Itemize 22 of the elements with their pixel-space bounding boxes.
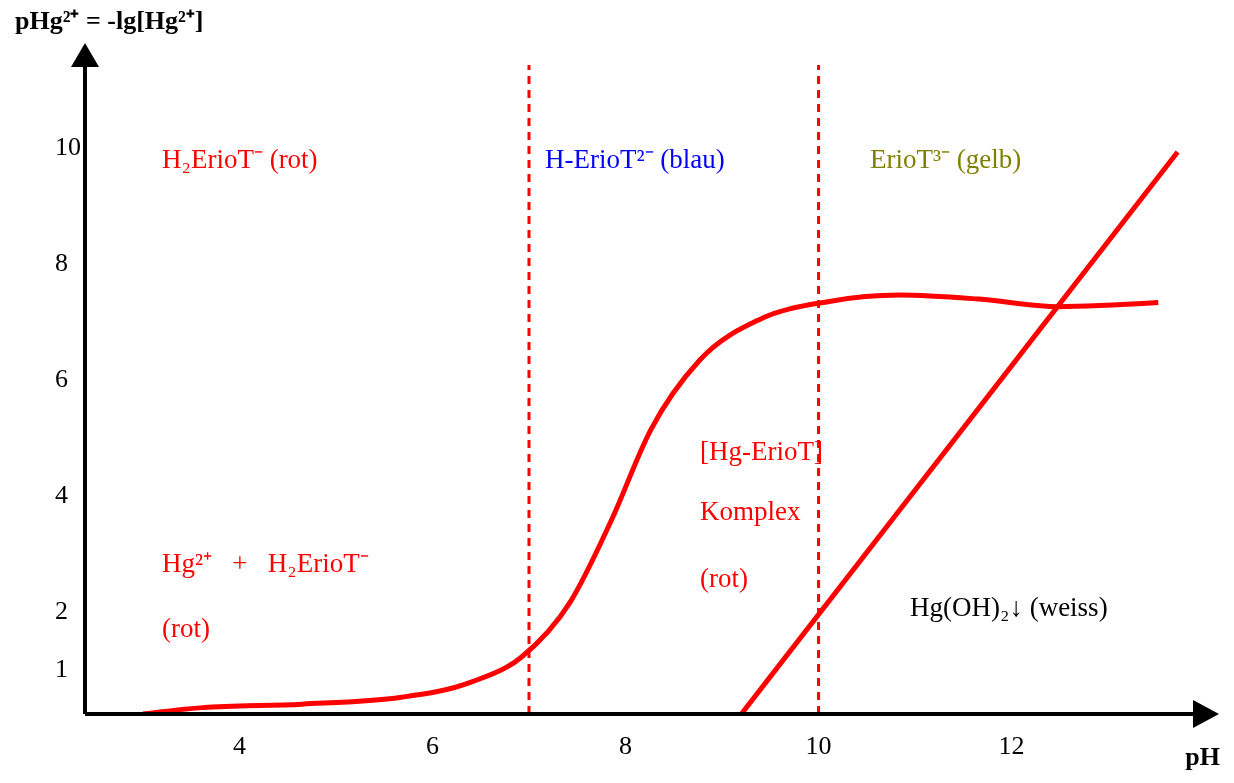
x-tick-label: 6 <box>425 731 439 761</box>
x-axis-title: pH <box>1185 742 1220 771</box>
x-tick-label: 10 <box>805 731 832 761</box>
annotation: Hg²⁺ + H₂ErioT⁻ <box>162 548 369 578</box>
y-tick-label: 2 <box>55 595 68 625</box>
annotation: Komplex <box>700 496 801 526</box>
y-tick-label: 1 <box>55 653 68 683</box>
y-tick-label: 10 <box>55 132 81 162</box>
x-tick-label: 4 <box>232 731 246 761</box>
annotation: (rot) <box>700 563 748 593</box>
annotation: (rot) <box>162 613 210 643</box>
y-tick-label: 4 <box>55 480 68 510</box>
annotation: Hg(OH)₂↓ (weiss) <box>910 592 1108 622</box>
annotation: H-ErioT²⁻ (blau) <box>545 144 725 174</box>
y-axis-title: pHg²⁺ = -lg[Hg²⁺] <box>15 6 204 35</box>
annotation: ErioT³⁻ (gelb) <box>870 144 1022 174</box>
annotation: H₂ErioT⁻ (rot) <box>162 144 318 174</box>
y-tick-label: 6 <box>55 364 68 394</box>
y-tick-label: 8 <box>55 248 68 278</box>
x-tick-label: 12 <box>998 731 1025 761</box>
x-tick-label: 8 <box>619 731 633 761</box>
annotation: [Hg-ErioT] <box>700 436 823 466</box>
